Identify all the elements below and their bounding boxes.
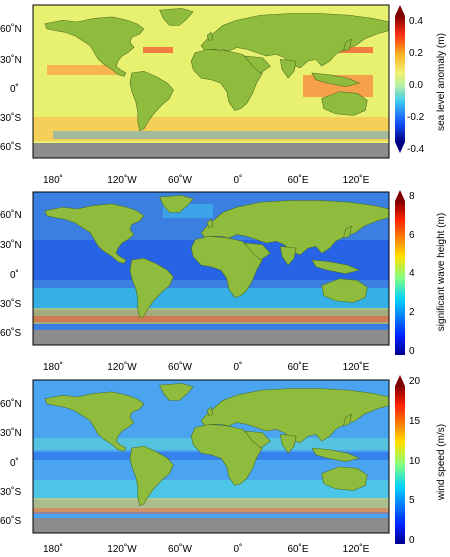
colorbar-tick-label: -0.4 [407, 144, 425, 155]
colorbar-arrow-bottom [395, 142, 405, 153]
colorbar-ramp [395, 16, 405, 142]
colorbar-tick-label: 8 [409, 191, 415, 202]
colorbar-arrow-top [395, 375, 405, 386]
colorbar-label: sea level anomaly (m) [436, 33, 447, 131]
lat-tick-label: 30˚N [0, 427, 22, 439]
southern-ocean-blue [53, 131, 389, 139]
lon-tick-label: 60˚W [168, 361, 192, 373]
lon-tick-label: 60˚W [168, 174, 192, 186]
colorbar-tick-label: 0.4 [409, 16, 423, 27]
colorbar-wind-speed: 20 15 10 5 0 wind speed (m/s) [395, 375, 447, 546]
southern-high-yellow [33, 308, 389, 324]
lat-tick-label: 30˚S [0, 112, 21, 124]
antarctica [33, 518, 389, 533]
lon-tick-label: 0˚ [234, 174, 243, 186]
lon-tick-label: 120˚E [343, 543, 370, 555]
southern-high-cyan [33, 288, 389, 310]
lat-tick-label: 0˚ [10, 457, 19, 469]
sea-level-anomaly-panel [32, 4, 390, 159]
colorbar-tick-label: 0 [409, 535, 415, 546]
significant-wave-height-panel [32, 191, 390, 346]
lat-tick-label: 0˚ [10, 83, 19, 95]
lon-tick-label: 60˚E [287, 543, 308, 555]
southern-high-red [33, 316, 389, 322]
colorbar-tick-label: 0 [409, 346, 415, 357]
map-frame [32, 4, 390, 159]
map-frame [32, 191, 390, 346]
kuroshio-red [333, 47, 373, 53]
colorbar-tick-label: 0.0 [409, 80, 423, 91]
southern-high-red [33, 508, 389, 514]
lat-tick-label: 60˚S [0, 327, 21, 339]
lon-tick-label: 120˚E [343, 174, 370, 186]
lon-tick-label: 60˚E [287, 361, 308, 373]
colorbar-tick-label: 20 [409, 376, 421, 387]
southern-high-yellow [33, 498, 389, 512]
equatorial-band-red [47, 65, 117, 75]
colorbar-tick-label: 5 [409, 495, 415, 506]
lon-tick-label: 180˚ [43, 543, 63, 555]
lon-tick-label: 0˚ [234, 543, 243, 555]
colorbar-tick-label: 15 [409, 416, 421, 427]
lat-tick-label: 30˚N [0, 54, 22, 66]
colorbar-tick-label: 2 [409, 307, 415, 318]
southern-high-cyan [33, 480, 389, 500]
antarctica [33, 330, 389, 345]
lat-axis-panel2: 60˚N 30˚N 0˚ 30˚S 60˚S [0, 209, 22, 339]
colorbar-significant-wave-height: 8 6 4 2 0 significant wave height (m) [395, 190, 447, 357]
lon-tick-label: 0˚ [234, 361, 243, 373]
lat-tick-label: 60˚N [0, 23, 22, 35]
lon-tick-label: 120˚W [107, 543, 137, 555]
lon-tick-label: 120˚E [343, 361, 370, 373]
lat-tick-label: 30˚N [0, 239, 22, 251]
lon-axis-panel2: 180˚ 120˚W 60˚W 0˚ 60˚E 120˚E [43, 361, 370, 373]
colorbar-tick-label: -0.2 [407, 112, 425, 123]
lon-axis-panel1: 180˚ 120˚W 60˚W 0˚ 60˚E 120˚E [43, 174, 370, 186]
colorbar-label: significant wave height (m) [436, 213, 447, 331]
colorbar-sea-level-anomaly: 0.4 0.2 0.0 -0.2 -0.4 sea level anomaly … [395, 5, 447, 155]
lon-tick-label: 180˚ [43, 174, 63, 186]
lat-tick-label: 60˚N [0, 398, 22, 410]
colorbar-arrow-top [395, 190, 405, 201]
lat-tick-label: 30˚S [0, 486, 21, 498]
lon-axis-panel3: 180˚ 120˚W 60˚W 0˚ 60˚E 120˚E [43, 543, 370, 555]
colorbar-tick-label: 0.2 [409, 48, 423, 59]
colorbar-arrow-top [395, 5, 405, 16]
colorbar-ramp [395, 201, 405, 355]
colorbar-label: wind speed (m/s) [436, 424, 447, 501]
colorbar-tick-label: 4 [409, 268, 415, 279]
colorbar-tick-label: 10 [409, 456, 421, 467]
wind-speed-panel [32, 379, 390, 534]
colorbar-ramp [395, 386, 405, 544]
doldrums-low [33, 452, 389, 460]
lat-tick-label: 30˚S [0, 298, 21, 310]
lat-tick-label: 0˚ [10, 269, 19, 281]
lat-axis-panel3: 60˚N 30˚N 0˚ 30˚S 60˚S [0, 398, 22, 527]
antarctica [33, 143, 389, 158]
lat-axis-panel1: 60˚N 30˚N 0˚ 30˚S 60˚S [0, 23, 22, 153]
lat-tick-label: 60˚N [0, 209, 22, 221]
lon-tick-label: 120˚W [107, 361, 137, 373]
lon-tick-label: 60˚W [168, 543, 192, 555]
map-frame [32, 379, 390, 534]
lon-tick-label: 60˚E [287, 174, 308, 186]
lon-tick-label: 120˚W [107, 174, 137, 186]
southern-ocean-variance [33, 117, 389, 141]
gulfstream-red [143, 47, 173, 53]
lat-tick-label: 60˚S [0, 141, 21, 153]
lon-tick-label: 180˚ [43, 361, 63, 373]
colorbar-tick-label: 6 [409, 230, 415, 241]
lat-tick-label: 60˚S [0, 515, 21, 527]
